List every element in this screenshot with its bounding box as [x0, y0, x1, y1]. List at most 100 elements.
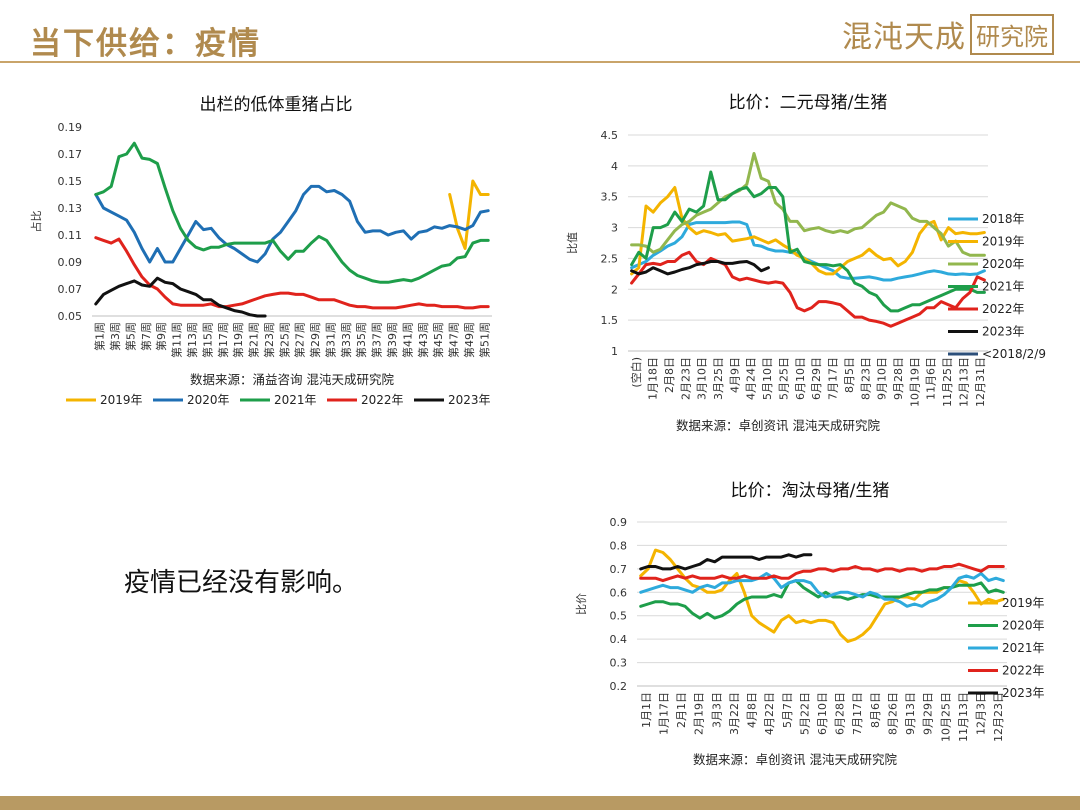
legend-label: 2020年 — [982, 257, 1025, 271]
x-tick-label: 9月13日 — [904, 692, 917, 735]
x-tick-label: 6月29日 — [810, 357, 823, 400]
x-tick-label: 8月26日 — [886, 692, 899, 735]
x-tick-label: 9月29日 — [922, 692, 935, 735]
y-tick-label: 2.5 — [601, 252, 619, 265]
x-tick-label: 3月3日 — [710, 692, 723, 728]
x-tick-label: 第17周 — [216, 322, 230, 358]
x-tick-label: 10月19日 — [908, 357, 921, 407]
x-tick-label: 8月6日 — [869, 692, 882, 728]
x-tick-label: 12月3日 — [975, 692, 988, 735]
x-tick-label: 4月8日 — [746, 692, 759, 728]
x-tick-label: 第29周 — [308, 322, 322, 358]
y-tick-label: 0.2 — [610, 680, 628, 693]
series-line — [94, 236, 490, 310]
y-tick-label: 3 — [611, 222, 618, 235]
y-tick-label: 0.7 — [610, 563, 628, 576]
y-axis-label: 比值 — [566, 232, 579, 254]
x-tick-label: 第25周 — [277, 322, 291, 358]
series-line — [630, 152, 986, 257]
x-tick-label: 第43周 — [416, 322, 430, 358]
logo-text: 混沌天成 — [842, 20, 966, 55]
y-tick-label: 0.19 — [58, 121, 83, 134]
legend-label: 2022年 — [1002, 664, 1045, 678]
x-tick-label: 第15周 — [200, 322, 214, 358]
footer-bar — [0, 796, 1080, 810]
y-tick-label: 0.9 — [610, 516, 628, 529]
series-line — [630, 260, 770, 276]
x-tick-label: 3月10日 — [696, 357, 709, 400]
chart-title: 比价：二元母猪/生猪 — [729, 93, 888, 113]
data-source: 数据来源：卓创资讯 混沌天成研究院 — [676, 418, 880, 433]
x-tick-label: 第9周 — [154, 322, 168, 351]
x-tick-label: 12月13日 — [957, 357, 970, 407]
x-tick-label: 6月10日 — [816, 692, 829, 735]
y-tick-label: 0.07 — [58, 283, 83, 296]
legend-label: 2023年 — [982, 325, 1025, 339]
legend-label: 2019年 — [982, 235, 1025, 249]
y-tick-label: 0.13 — [58, 202, 83, 215]
x-tick-label: 1月17日 — [657, 692, 670, 735]
x-tick-label: 第41周 — [400, 322, 414, 358]
x-tick-label: 11月25日 — [941, 357, 954, 407]
y-tick-label: 0.8 — [610, 539, 628, 552]
x-tick-label: 3月22日 — [728, 692, 741, 735]
data-source: 数据来源：涌益咨询 混沌天成研究院 — [190, 372, 394, 387]
x-tick-label: 7月17日 — [851, 692, 864, 735]
legend-label: 2021年 — [1002, 641, 1045, 655]
header-divider — [0, 61, 1080, 63]
y-tick-label: 0.11 — [58, 229, 83, 242]
x-tick-label: 11月6日 — [925, 357, 938, 400]
x-tick-label: 2月23日 — [679, 357, 692, 400]
legend-label: 2021年 — [982, 280, 1025, 294]
y-tick-label: 1.5 — [601, 314, 619, 327]
series-line — [639, 553, 813, 571]
chart-canvas: 比价：二元母猪/生猪 1 1.5 2 2.5 3 3.5 4 4.5 比值 (空白) 1月18日 2月8… — [566, 93, 1046, 433]
x-tick-label: 4月9日 — [728, 357, 741, 393]
x-tick-label: 2月1日 — [675, 692, 688, 728]
x-tick-label: 第21周 — [247, 322, 261, 358]
page-title: 当下供给：疫情 — [30, 26, 261, 62]
legend-label: 2020年 — [1002, 619, 1045, 633]
x-tick-label: 第31周 — [323, 322, 337, 358]
x-tick-label: 第51周 — [477, 322, 491, 358]
x-tick-label: 第49周 — [462, 322, 476, 358]
x-tick-label: 第3周 — [108, 322, 122, 351]
logo-box-text: 研究院 — [970, 13, 1054, 55]
y-tick-label: 0.15 — [58, 175, 83, 188]
y-tick-label: 4.5 — [601, 129, 619, 142]
y-tick-label: 3.5 — [601, 191, 619, 204]
y-axis-label: 比价 — [575, 593, 588, 615]
y-tick-label: 0.05 — [58, 310, 83, 323]
x-tick-label: 第35周 — [354, 322, 368, 358]
x-tick-label: 第39周 — [385, 322, 399, 358]
series-line — [639, 562, 1005, 583]
x-tick-label: 5月25日 — [777, 357, 790, 400]
low-weight-hog-ratio-chart: 出栏的低体重猪占比 0.05 0.07 0.09 0.11 0.13 0.15 0.17 0.1… — [0, 92, 520, 422]
x-tick-label: 9月10日 — [876, 357, 889, 400]
series-line — [630, 250, 986, 328]
chart-title: 比价：淘汰母猪/生猪 — [731, 481, 890, 501]
chart-canvas: 出栏的低体重猪占比 0.05 0.07 0.09 0.11 0.13 0.15 0.17 0.1… — [29, 95, 492, 407]
x-tick-label: 4月22日 — [763, 692, 776, 735]
legend-label: 2023年 — [448, 393, 491, 407]
x-tick-label: 5月7日 — [781, 692, 794, 728]
legend-label: 2023年 — [1002, 686, 1045, 700]
x-tick-label: 9月28日 — [892, 357, 905, 400]
x-tick-label: 7月17日 — [827, 357, 840, 400]
x-tick-label: 12月23日 — [992, 692, 1005, 742]
x-tick-label: 第7周 — [139, 322, 153, 351]
x-tick-label: 第27周 — [293, 322, 307, 358]
x-tick-label: 12月31日 — [974, 357, 987, 407]
series-line — [94, 141, 490, 284]
x-tick-label: 1月18日 — [647, 357, 660, 400]
company-logo: 混沌天成 研究院 — [842, 12, 1054, 56]
series-line — [94, 184, 490, 264]
legend-label: 2018年 — [982, 212, 1025, 226]
x-tick-label: 第37周 — [370, 322, 384, 358]
x-tick-label: 6月28日 — [834, 692, 847, 735]
y-tick-label: 1 — [611, 345, 618, 358]
x-tick-label: 3月25日 — [712, 357, 725, 400]
x-tick-label: 第1周 — [93, 322, 107, 351]
x-tick-label: (空白) — [629, 357, 643, 388]
y-tick-label: 0.3 — [610, 657, 628, 670]
